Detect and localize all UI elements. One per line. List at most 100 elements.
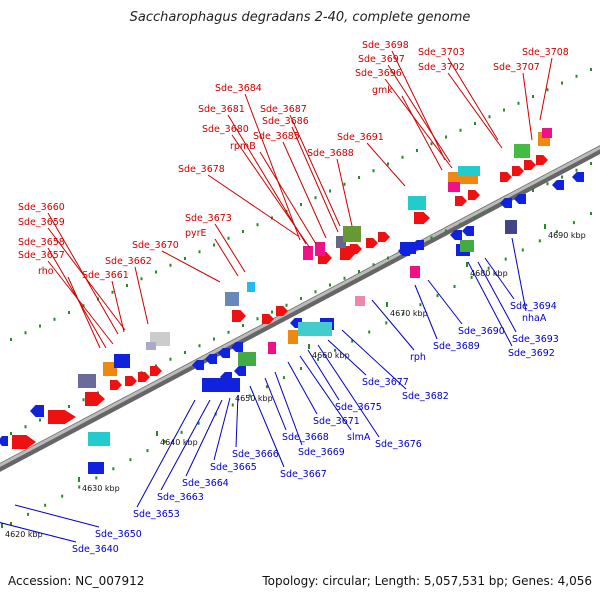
label-leader-line: [391, 50, 446, 161]
tick-dot-upper: [430, 142, 433, 146]
gene-label-reverse: Sde_3669: [298, 447, 345, 458]
gene-forward-arrow: [232, 310, 246, 322]
tick-dot-lower: [358, 270, 360, 273]
accession-text: Accession: NC_007912: [8, 574, 145, 588]
label-leader-line: [522, 72, 533, 141]
kbp-label: 4630 kbp: [82, 484, 120, 493]
gene-label-forward: Sde_3660: [18, 202, 65, 213]
gene-forward-arrow: [468, 190, 480, 200]
tick-dot-outer: [129, 458, 132, 462]
tick-dot-outer: [334, 348, 337, 352]
label-leader-line: [477, 261, 517, 333]
kbp-label: 4680 kbp: [470, 269, 508, 278]
tick-dot-lower: [474, 216, 476, 219]
tick-dot-upper: [169, 263, 172, 267]
tick-dot-lower: [10, 432, 12, 435]
tick-dot-outer: [555, 230, 558, 234]
tick-dot-upper: [300, 203, 302, 206]
label-leader-line: [235, 394, 239, 448]
tick-dot-upper: [10, 338, 12, 341]
label-leader-line: [401, 95, 443, 171]
label-leader-line: [214, 238, 239, 277]
tick-dot-lower: [430, 236, 433, 240]
gene-label-forward: Sde_3687: [260, 104, 307, 115]
gene-label-reverse: Sde_3682: [402, 391, 449, 402]
gene-label-forward: pyrE: [185, 228, 207, 239]
tick-dot-lower: [488, 209, 491, 213]
tick-dot-upper: [184, 257, 186, 260]
gene-feature-block: [410, 266, 420, 278]
gene-label-reverse: Sde_3694: [510, 301, 557, 312]
label-leader-line: [160, 399, 211, 491]
gene-label-forward: gmk: [372, 85, 393, 96]
label-leader-line: [366, 142, 406, 187]
kbp-tick: [1, 523, 3, 528]
tick-dot-outer: [402, 312, 405, 316]
tick-dot-lower: [561, 175, 563, 179]
tick-dot-outer: [521, 248, 524, 252]
gene-forward-arrow: [455, 196, 467, 206]
label-leader-line: [67, 276, 101, 349]
gene-feature-block: [247, 282, 255, 292]
label-leader-line: [384, 78, 453, 169]
gene-feature-block: [355, 296, 365, 306]
gene-feature-block: [315, 242, 325, 256]
gene-label-reverse: Sde_3665: [210, 462, 257, 473]
gene-label-reverse: Sde_3650: [95, 529, 142, 540]
label-leader-line: [185, 399, 223, 477]
tick-dot-lower: [271, 310, 273, 314]
gene-label-forward: Sde_3686: [262, 116, 309, 127]
gene-forward-arrow: [414, 212, 430, 224]
gene-feature-block: [542, 128, 552, 138]
gene-feature-block: [458, 166, 480, 176]
label-leader-line: [336, 158, 353, 227]
label-leader-line: [161, 250, 221, 283]
tick-dot-upper: [517, 101, 520, 105]
gene-label-reverse: slmA: [347, 432, 371, 443]
label-leader-line: [484, 257, 515, 300]
map-title: Saccharophagus degradans 2-40, complete …: [129, 10, 471, 25]
gene-reverse-arrow: [218, 348, 230, 358]
gene-reverse-arrow: [192, 360, 204, 370]
gene-reverse-arrow: [552, 180, 564, 190]
gene-label-reverse: Sde_3668: [282, 432, 329, 443]
gene-label-forward: Sde_3696: [355, 68, 402, 79]
genome-backbone-highlight: [0, 145, 600, 468]
tick-dot-lower: [314, 290, 317, 294]
tick-dot-lower: [256, 317, 259, 321]
tick-dot-upper: [372, 169, 375, 173]
tick-dot-outer: [282, 376, 285, 380]
tick-dot-lower: [459, 222, 462, 226]
gene-label-forward: Sde_3678: [178, 164, 225, 175]
gene-feature-block: [448, 182, 460, 192]
gene-forward-arrow: [262, 314, 274, 324]
label-leader-line: [467, 261, 513, 347]
kbp-tick: [544, 224, 546, 229]
gene-forward-arrow: [150, 366, 162, 376]
tick-dot-lower: [24, 425, 27, 429]
gene-forward-arrow: [276, 306, 288, 316]
tick-dot-outer: [95, 476, 98, 480]
tick-dot-upper: [198, 250, 201, 254]
tick-dot-outer: [27, 512, 30, 516]
gene-label-reverse: Sde_3677: [362, 377, 409, 388]
tick-dot-outer: [44, 503, 47, 507]
gene-label-reverse: Sde_3690: [458, 326, 505, 337]
gene-forward-arrow: [110, 380, 122, 390]
tick-dot-upper: [213, 243, 215, 247]
tick-dot-lower: [242, 324, 244, 327]
tick-dot-upper: [474, 122, 476, 125]
gene-feature-block: [514, 144, 530, 158]
tick-dot-outer: [419, 303, 422, 307]
gene-label-reverse: Sde_3667: [280, 469, 327, 480]
gene-forward-arrow: [85, 392, 105, 406]
gene-reverse-arrow: [231, 342, 243, 352]
gene-feature-block: [238, 352, 256, 366]
tick-dot-outer: [572, 221, 575, 225]
tick-dot-lower: [445, 229, 447, 233]
label-leader-line: [307, 349, 340, 401]
gene-forward-arrow: [125, 376, 137, 386]
gene-feature-block: [288, 330, 298, 344]
gene-forward-arrow: [524, 160, 536, 170]
gene-label-forward: Sde_3680: [202, 124, 249, 135]
